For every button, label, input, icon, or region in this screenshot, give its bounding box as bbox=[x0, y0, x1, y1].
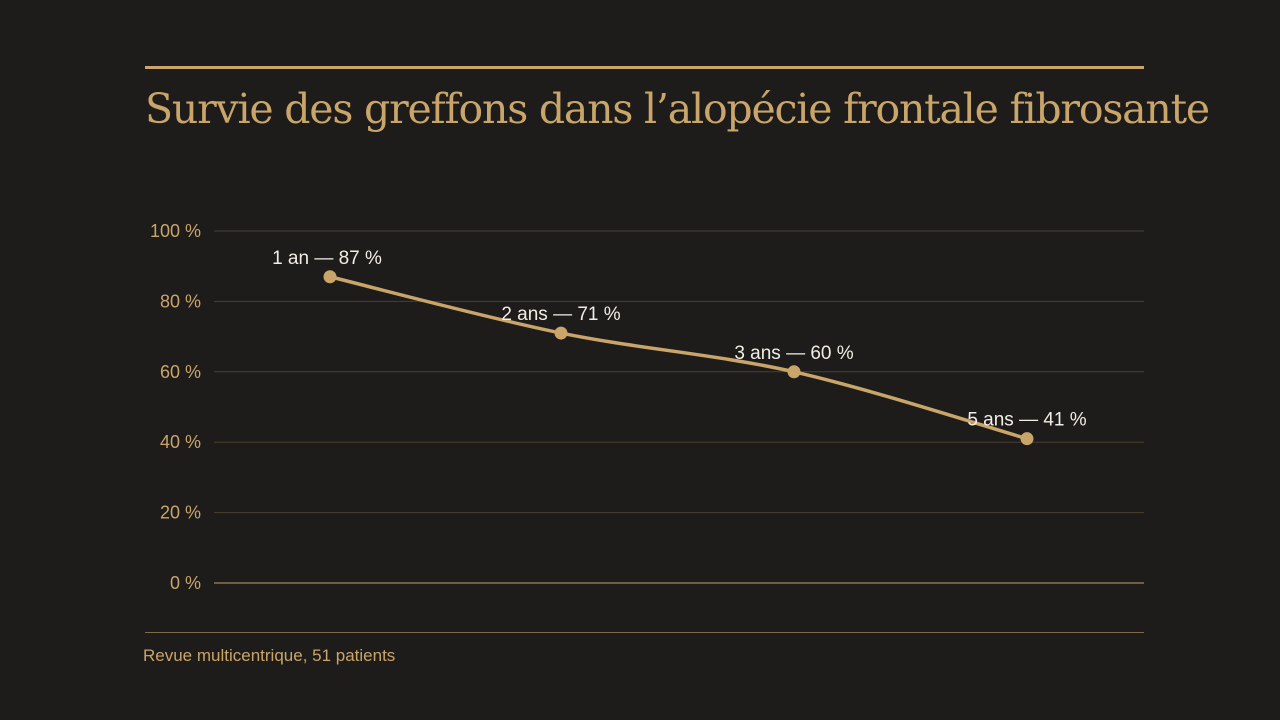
data-label: 2 ans — 71 % bbox=[501, 304, 620, 325]
data-point bbox=[554, 326, 568, 340]
data-point bbox=[323, 270, 337, 284]
data-label: 3 ans — 60 % bbox=[734, 343, 853, 364]
y-tick-label: 80 % bbox=[160, 291, 201, 311]
y-tick-label: 40 % bbox=[160, 432, 201, 452]
y-tick-label: 60 % bbox=[160, 362, 201, 382]
chart-title: Survie des greffons dans l’alopécie fron… bbox=[145, 85, 1210, 133]
data-label: 5 ans — 41 % bbox=[967, 410, 1086, 431]
bottom-rule bbox=[145, 632, 1144, 633]
data-label: 1 an — 87 % bbox=[272, 248, 382, 269]
top-rule bbox=[145, 66, 1144, 69]
y-tick-label: 20 % bbox=[160, 503, 201, 523]
y-tick-label: 0 % bbox=[170, 573, 201, 593]
source-note: Revue multicentrique, 51 patients bbox=[143, 646, 396, 665]
series-line bbox=[328, 275, 1029, 441]
data-point bbox=[1020, 432, 1034, 446]
y-tick-label: 100 % bbox=[150, 221, 201, 241]
data-point bbox=[787, 365, 801, 379]
